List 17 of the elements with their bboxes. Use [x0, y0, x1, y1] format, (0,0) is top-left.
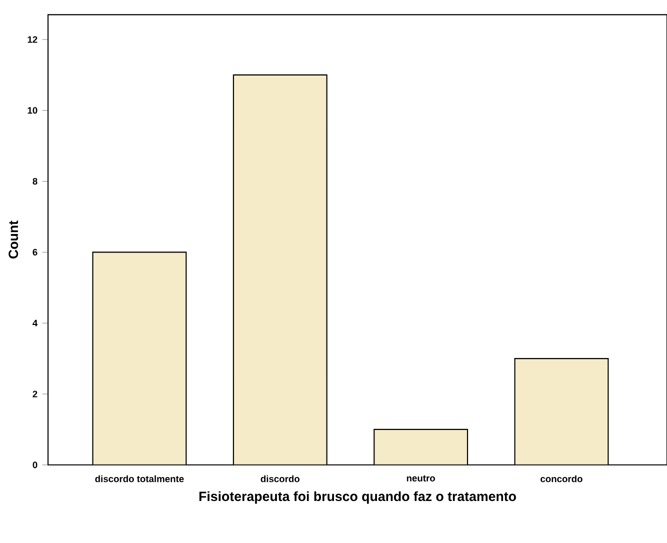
- bar: [232, 74, 328, 465]
- x-axis-title: Fisioterapeuta foi brusco quando faz o tratamento: [199, 491, 516, 504]
- bar: [514, 358, 609, 465]
- y-tick-label: 12: [28, 36, 38, 43]
- x-tick-label: neutro: [406, 475, 435, 482]
- y-tick-label: 6: [32, 248, 38, 256]
- x-tick-label: discordo: [260, 475, 300, 482]
- y-tick-label: 4: [32, 320, 38, 326]
- y-tick-label: 0: [32, 462, 38, 468]
- x-tick-label: concordo: [540, 475, 582, 482]
- y-tick-label: 10: [28, 107, 38, 114]
- x-tick-label: discordo totalmente: [95, 475, 184, 482]
- y-tick-label: 2: [32, 390, 38, 398]
- bar: [92, 252, 187, 465]
- y-tick-label: 8: [32, 178, 38, 185]
- bar: [374, 428, 468, 465]
- y-axis-title: Count: [8, 220, 18, 259]
